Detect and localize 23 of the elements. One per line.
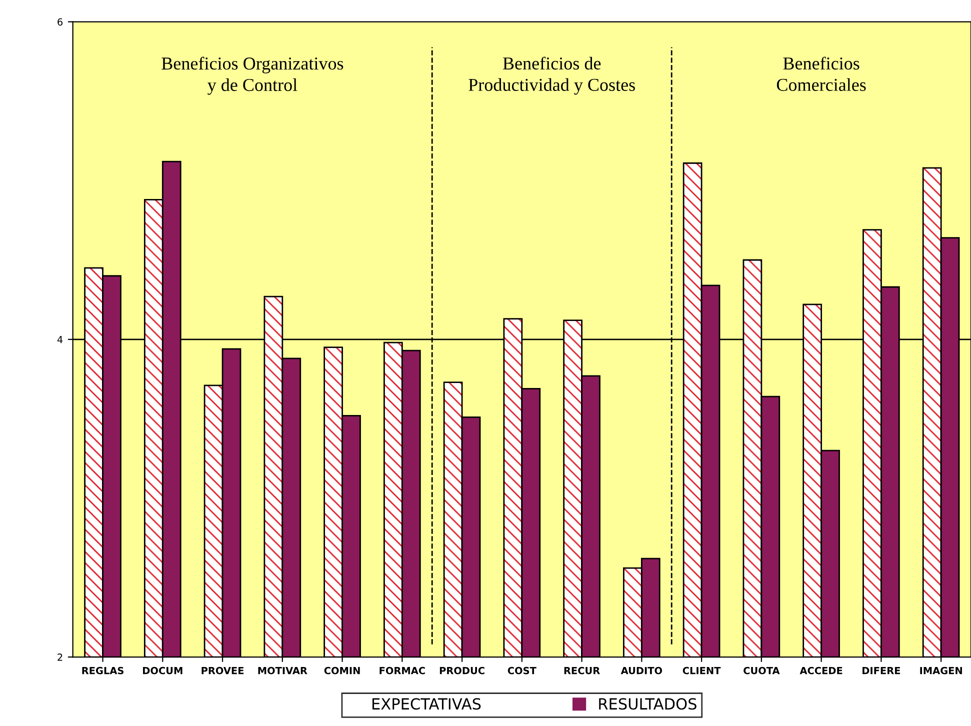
x-tick-label: PROVEE bbox=[202, 666, 244, 674]
x-tick-label: CLIENT bbox=[682, 666, 721, 674]
x-tick-label: PRODUC bbox=[440, 666, 484, 674]
text: EXPECTATIVAS bbox=[372, 698, 481, 710]
legend-label: RESULTADOS bbox=[599, 698, 696, 710]
x-tick-label: MOTIVAR bbox=[258, 666, 308, 674]
x-tick-label: FORMAC bbox=[380, 666, 425, 674]
x-tick-label: REGLAS bbox=[82, 666, 124, 674]
x-tick-label: IMAGEN bbox=[920, 666, 962, 674]
annotation: Beneficios Comerciales bbox=[776, 56, 866, 91]
x-tick-label: ACCEDE bbox=[800, 666, 842, 674]
x-tick-label: AUDITO bbox=[620, 666, 662, 674]
x-tick-label: DIFERE bbox=[862, 667, 900, 674]
annotation: Beneficios de Productividad y Costes bbox=[468, 56, 635, 95]
x-tick-label: DOCUM bbox=[143, 666, 182, 674]
y-tick-label: 4 bbox=[57, 336, 63, 344]
annotation: Beneficios Organizativos y de Control bbox=[162, 56, 344, 95]
y-tick-label: 2 bbox=[58, 654, 62, 661]
x-tick-label: COMIN bbox=[324, 666, 360, 674]
x-tick-label: RECUR bbox=[564, 666, 600, 674]
x-tick-label: COST bbox=[508, 666, 536, 674]
y-tick-label: 6 bbox=[58, 18, 62, 26]
x-tick-label: CUOTA bbox=[744, 666, 780, 674]
